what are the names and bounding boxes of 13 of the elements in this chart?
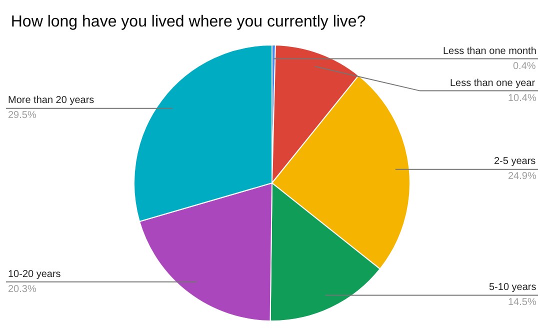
chart-title: How long have you lived where you currently live? [10, 13, 366, 30]
data-label: 14.5% [508, 297, 536, 308]
slice-label: 5-10 years [489, 282, 536, 293]
slice-label: More than 20 years [8, 95, 94, 106]
slice-label: 10-20 years [8, 269, 61, 280]
slice-label: Less than one year [450, 78, 536, 89]
slice-label: 2-5 years [494, 156, 536, 167]
data-label: 29.5% [8, 110, 36, 121]
data-label: 24.9% [508, 171, 536, 182]
slice-label: Less than one month [443, 46, 536, 57]
data-label: 20.3% [8, 284, 36, 295]
data-label: 0.4% [513, 61, 536, 72]
data-label: 10.4% [508, 93, 536, 104]
